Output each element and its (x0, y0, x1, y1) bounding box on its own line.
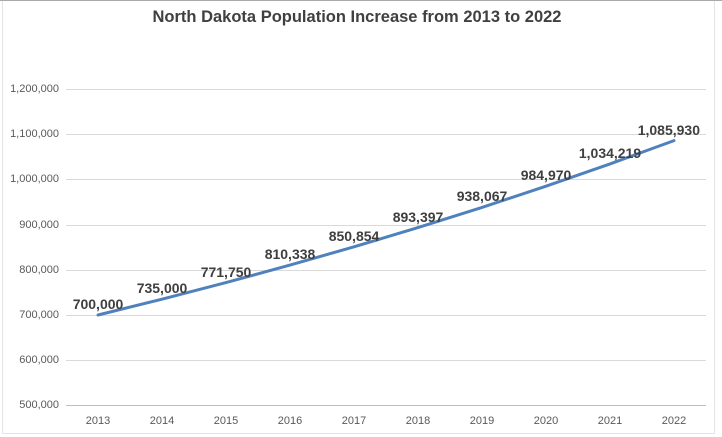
data-label: 893,397 (392, 208, 444, 225)
data-label: 938,067 (456, 188, 508, 205)
y-tick-label: 600,000 (19, 354, 59, 367)
y-tick-label: 1,200,000 (10, 83, 59, 95)
x-tick-label: 2017 (341, 415, 367, 427)
data-label: 700,000 (72, 296, 124, 312)
y-tick-label: 1,100,000 (10, 128, 59, 141)
data-label: 735,000 (136, 280, 188, 297)
data-label: 1,034,219 (578, 144, 642, 161)
chart-right-border (714, 1, 715, 434)
x-tick-label: 2015 (213, 415, 239, 427)
data-label: 1,085,930 (637, 121, 700, 138)
data-label: 810,338 (264, 246, 316, 263)
y-tick-label: 800,000 (19, 263, 59, 276)
population-series-line (96, 139, 676, 317)
y-tick-label: 1,000,000 (10, 173, 59, 186)
chart-bottom-border (2, 433, 715, 434)
y-tick-label: 700,000 (19, 309, 59, 321)
chart-top-border (0, 0, 722, 1)
chart-title: North Dakota Population Increase from 20… (152, 8, 562, 26)
x-tick-label: 2016 (277, 415, 303, 427)
x-tick-label: 2021 (597, 415, 623, 427)
x-tick-label: 2014 (149, 415, 175, 427)
y-tick-label: 500,000 (19, 399, 59, 412)
x-tick-label: 2020 (533, 415, 559, 427)
x-tick-label: 2019 (469, 415, 495, 427)
x-tick-label: 2022 (661, 415, 687, 427)
x-tick-label: 2018 (405, 415, 431, 427)
data-label: 850,854 (328, 227, 380, 244)
data-label: 984,970 (520, 167, 572, 184)
y-tick-label: 900,000 (19, 218, 59, 231)
x-tick-label: 2013 (85, 415, 111, 427)
chart-left-border (2, 1, 3, 434)
data-label: 771,750 (200, 263, 252, 280)
